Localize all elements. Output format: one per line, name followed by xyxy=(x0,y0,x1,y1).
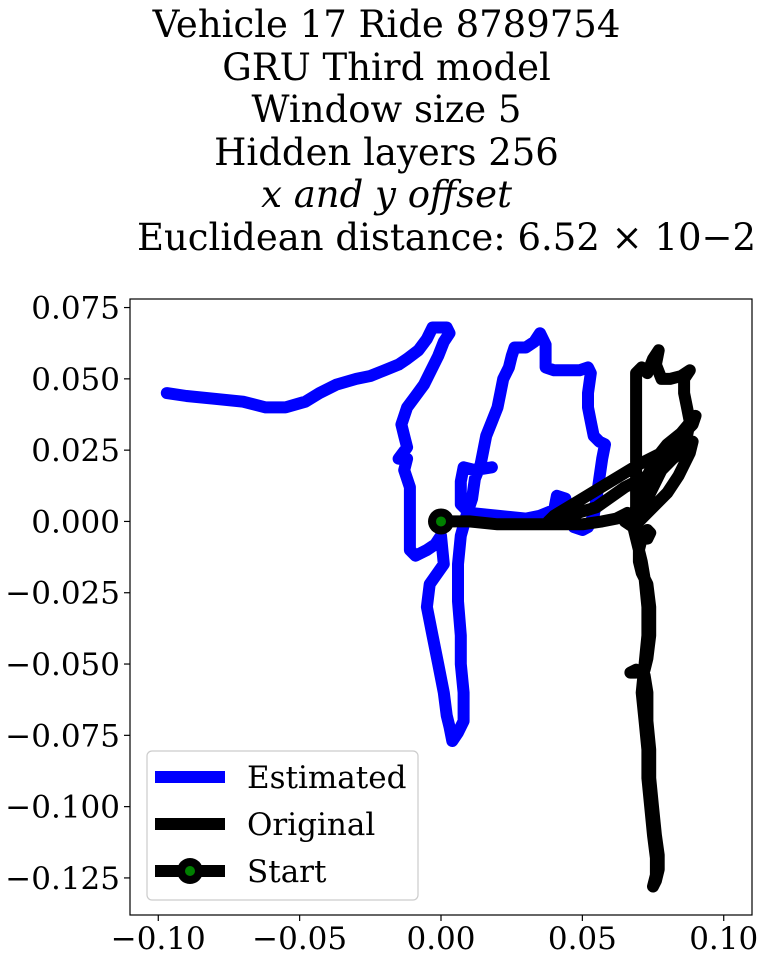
y-tick-label: 0.050 xyxy=(31,362,120,398)
title-line-6: Euclidean distance: 6.52 × 10−2 xyxy=(136,215,757,259)
legend-label-estimated: Estimated xyxy=(247,760,406,796)
title-line-2: GRU Third model xyxy=(222,45,551,89)
y-tick-label: −0.025 xyxy=(5,576,120,612)
x-tick-label: 0.05 xyxy=(548,921,617,957)
legend-label-original: Original xyxy=(247,807,375,843)
x-tick-label: −0.10 xyxy=(111,921,206,957)
y-tick-label: −0.050 xyxy=(5,647,120,683)
legend-start-marker-inner xyxy=(185,866,195,876)
y-tick-label: 0.075 xyxy=(31,291,120,327)
legend-label-start: Start xyxy=(247,854,327,890)
x-tick-label: −0.05 xyxy=(252,921,347,957)
y-tick-label: −0.100 xyxy=(5,790,120,826)
axes: −0.10 −0.05 0.00 0.05 0.10 0.075 0.050 0.025 0.0… xyxy=(5,291,758,957)
x-tick-label: 0.10 xyxy=(689,921,758,957)
start-marker-inner xyxy=(436,516,446,527)
y-tick-label: 0.000 xyxy=(31,504,120,540)
series-estimated-line xyxy=(160,321,611,747)
plot-area xyxy=(160,321,702,893)
y-tick-label: 0.025 xyxy=(31,433,120,469)
y-tick-label: −0.075 xyxy=(5,718,120,754)
legend: Estimated Original Start xyxy=(146,750,419,901)
title-line-1: Vehicle 17 Ride 8789754 xyxy=(152,3,621,46)
title-line-4: Hidden layers 256 xyxy=(214,130,559,174)
y-tick-label: −0.125 xyxy=(5,861,120,897)
title-line-3: Window size 5 xyxy=(251,88,522,131)
legend-box xyxy=(146,750,419,901)
title-line-5: x and y offset xyxy=(261,173,512,216)
x-tick-label: 0.00 xyxy=(406,921,475,957)
chart-title: Vehicle 17 Ride 8789754 GRU Third model … xyxy=(0,0,773,259)
series-original-line xyxy=(435,344,702,893)
